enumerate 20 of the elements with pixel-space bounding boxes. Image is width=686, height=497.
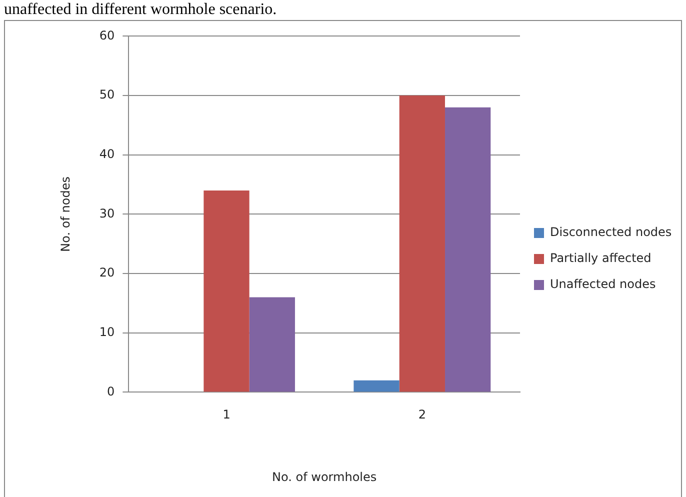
bar [249,297,295,392]
y-tick-label: 50 [99,88,115,102]
x-tick-label: 1 [222,408,230,422]
y-tick-label: 10 [99,324,115,339]
x-axis-title: No. of wormholes [272,470,377,484]
y-tick-label: 0 [107,384,115,398]
bar [399,96,445,392]
legend-label: Partially affected [550,251,659,266]
bar [204,190,250,392]
y-tick-label: 30 [99,206,115,220]
bar [444,107,491,392]
legend-label: Disconnected nodes [550,225,680,240]
bar [354,380,400,392]
y-tick-label: 40 [99,146,115,161]
y-axis-title: No. of nodes [58,176,72,252]
x-tick-label: 2 [418,408,426,422]
y-tick-label: 20 [99,266,115,280]
text: unaffected in different wormhole scenario. [4,1,277,19]
y-tick-label: 60 [99,28,115,42]
legend-label: Unaffected nodes [550,277,664,292]
